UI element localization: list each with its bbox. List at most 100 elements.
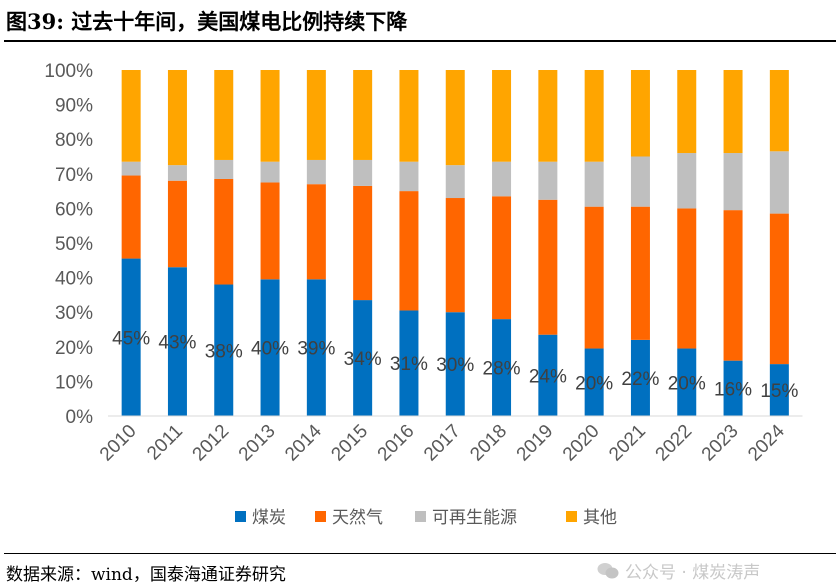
bar-segment: [584, 348, 604, 416]
data-label: 31%: [390, 354, 428, 375]
bar-segment: [214, 70, 234, 160]
bar-segment: [167, 70, 187, 166]
y-tick-label: 0%: [66, 407, 94, 428]
bar-segment: [492, 161, 512, 197]
bar-segment: [677, 208, 697, 349]
bar-segment: [769, 364, 789, 416]
bar-segment: [399, 70, 419, 162]
x-tick-label: 2012: [189, 421, 234, 466]
legend-label: 煤炭: [252, 508, 286, 528]
bar-segment: [769, 151, 789, 214]
bar-segment: [353, 70, 373, 160]
bar-segment: [214, 178, 234, 285]
bar-segment: [260, 70, 280, 162]
data-label: 22%: [621, 369, 659, 390]
bar-segment: [121, 258, 141, 416]
bar-segment: [214, 284, 234, 416]
bar-segment: [538, 70, 558, 162]
x-tick-label: 2017: [420, 421, 465, 466]
wechat-icon: [597, 562, 619, 578]
y-tick-label: 100%: [44, 61, 93, 82]
data-label: 39%: [297, 339, 335, 360]
legend-swatch: [315, 511, 326, 522]
bar-segment: [769, 213, 789, 365]
bar-segment: [445, 70, 465, 166]
bar-segment: [121, 175, 141, 259]
bar-segment: [492, 196, 512, 320]
title-underline: [4, 40, 836, 42]
data-label: 38%: [205, 341, 243, 362]
bar-segment: [584, 161, 604, 207]
y-tick-label: 80%: [55, 130, 93, 151]
x-tick-label: 2022: [652, 421, 697, 466]
data-label: 16%: [714, 379, 752, 400]
bar-segment: [769, 70, 789, 152]
bar-segment: [167, 180, 187, 268]
data-label: 45%: [112, 328, 150, 349]
source-divider: [4, 553, 836, 554]
x-tick-label: 2015: [327, 421, 372, 466]
data-label: 40%: [251, 339, 289, 360]
bar-segment: [445, 165, 465, 199]
bar-segment: [260, 161, 280, 183]
bar-segment: [167, 165, 187, 181]
y-tick-label: 40%: [55, 269, 93, 290]
bar-segment: [630, 70, 650, 157]
bar-segment: [306, 279, 326, 416]
legend-label: 可再生能源: [432, 508, 517, 528]
data-label: 28%: [483, 359, 521, 380]
data-label: 15%: [760, 381, 798, 402]
bar-segment: [353, 185, 373, 301]
bar-segment: [399, 191, 419, 311]
x-tick-label: 2019: [513, 421, 558, 466]
x-tick-label: 2010: [96, 421, 141, 466]
bar-segment: [538, 334, 558, 416]
watermark: 公众号 · 煤炭涛声: [597, 558, 760, 583]
bar-segment: [723, 360, 743, 416]
x-tick-label: 2021: [605, 421, 650, 466]
bar-segment: [399, 161, 419, 192]
bar-segment: [121, 161, 141, 176]
x-tick-label: 2024: [744, 420, 789, 465]
legend-swatch: [415, 511, 426, 522]
y-tick-label: 30%: [55, 303, 93, 324]
bar-segment: [353, 300, 373, 416]
legend-swatch: [235, 511, 246, 522]
bar-segment: [121, 70, 141, 162]
bar-segment: [677, 70, 697, 154]
bar-segment: [677, 348, 697, 416]
bar-segment: [306, 159, 326, 185]
bar-segment: [306, 70, 326, 160]
bar-segment: [723, 70, 743, 154]
x-tick-label: 2014: [281, 420, 326, 465]
legend-label: 其他: [583, 508, 617, 528]
bar-segment: [167, 267, 187, 416]
bar-segment: [492, 319, 512, 416]
y-tick-label: 20%: [55, 338, 93, 359]
bar-segment: [538, 161, 558, 200]
bar-segment: [399, 310, 419, 416]
bar-segment: [353, 159, 373, 186]
legend-label: 天然气: [332, 508, 383, 528]
x-tick-label: 2023: [698, 421, 743, 466]
x-tick-label: 2020: [559, 421, 604, 466]
data-label: 43%: [158, 333, 196, 354]
bar-segment: [492, 70, 512, 162]
y-tick-label: 50%: [55, 234, 93, 255]
data-label: 24%: [529, 366, 567, 387]
data-label: 20%: [575, 373, 613, 394]
y-tick-label: 90%: [55, 96, 93, 117]
data-label: 20%: [668, 373, 706, 394]
y-tick-label: 70%: [55, 165, 93, 186]
bar-segment: [306, 184, 326, 280]
x-tick-label: 2018: [466, 421, 511, 466]
bar-segment: [677, 153, 697, 209]
bar-segment: [584, 70, 604, 162]
bar-segment: [538, 199, 558, 335]
bar-segment: [630, 206, 650, 340]
source-note: 数据来源：wind，国泰海通证券研究: [6, 565, 286, 585]
bar-segment: [584, 206, 604, 349]
bar-segment: [445, 312, 465, 416]
bar-segment: [630, 156, 650, 207]
chart-title: 图39: 过去十年间，美国煤电比例持续下降: [6, 9, 408, 34]
